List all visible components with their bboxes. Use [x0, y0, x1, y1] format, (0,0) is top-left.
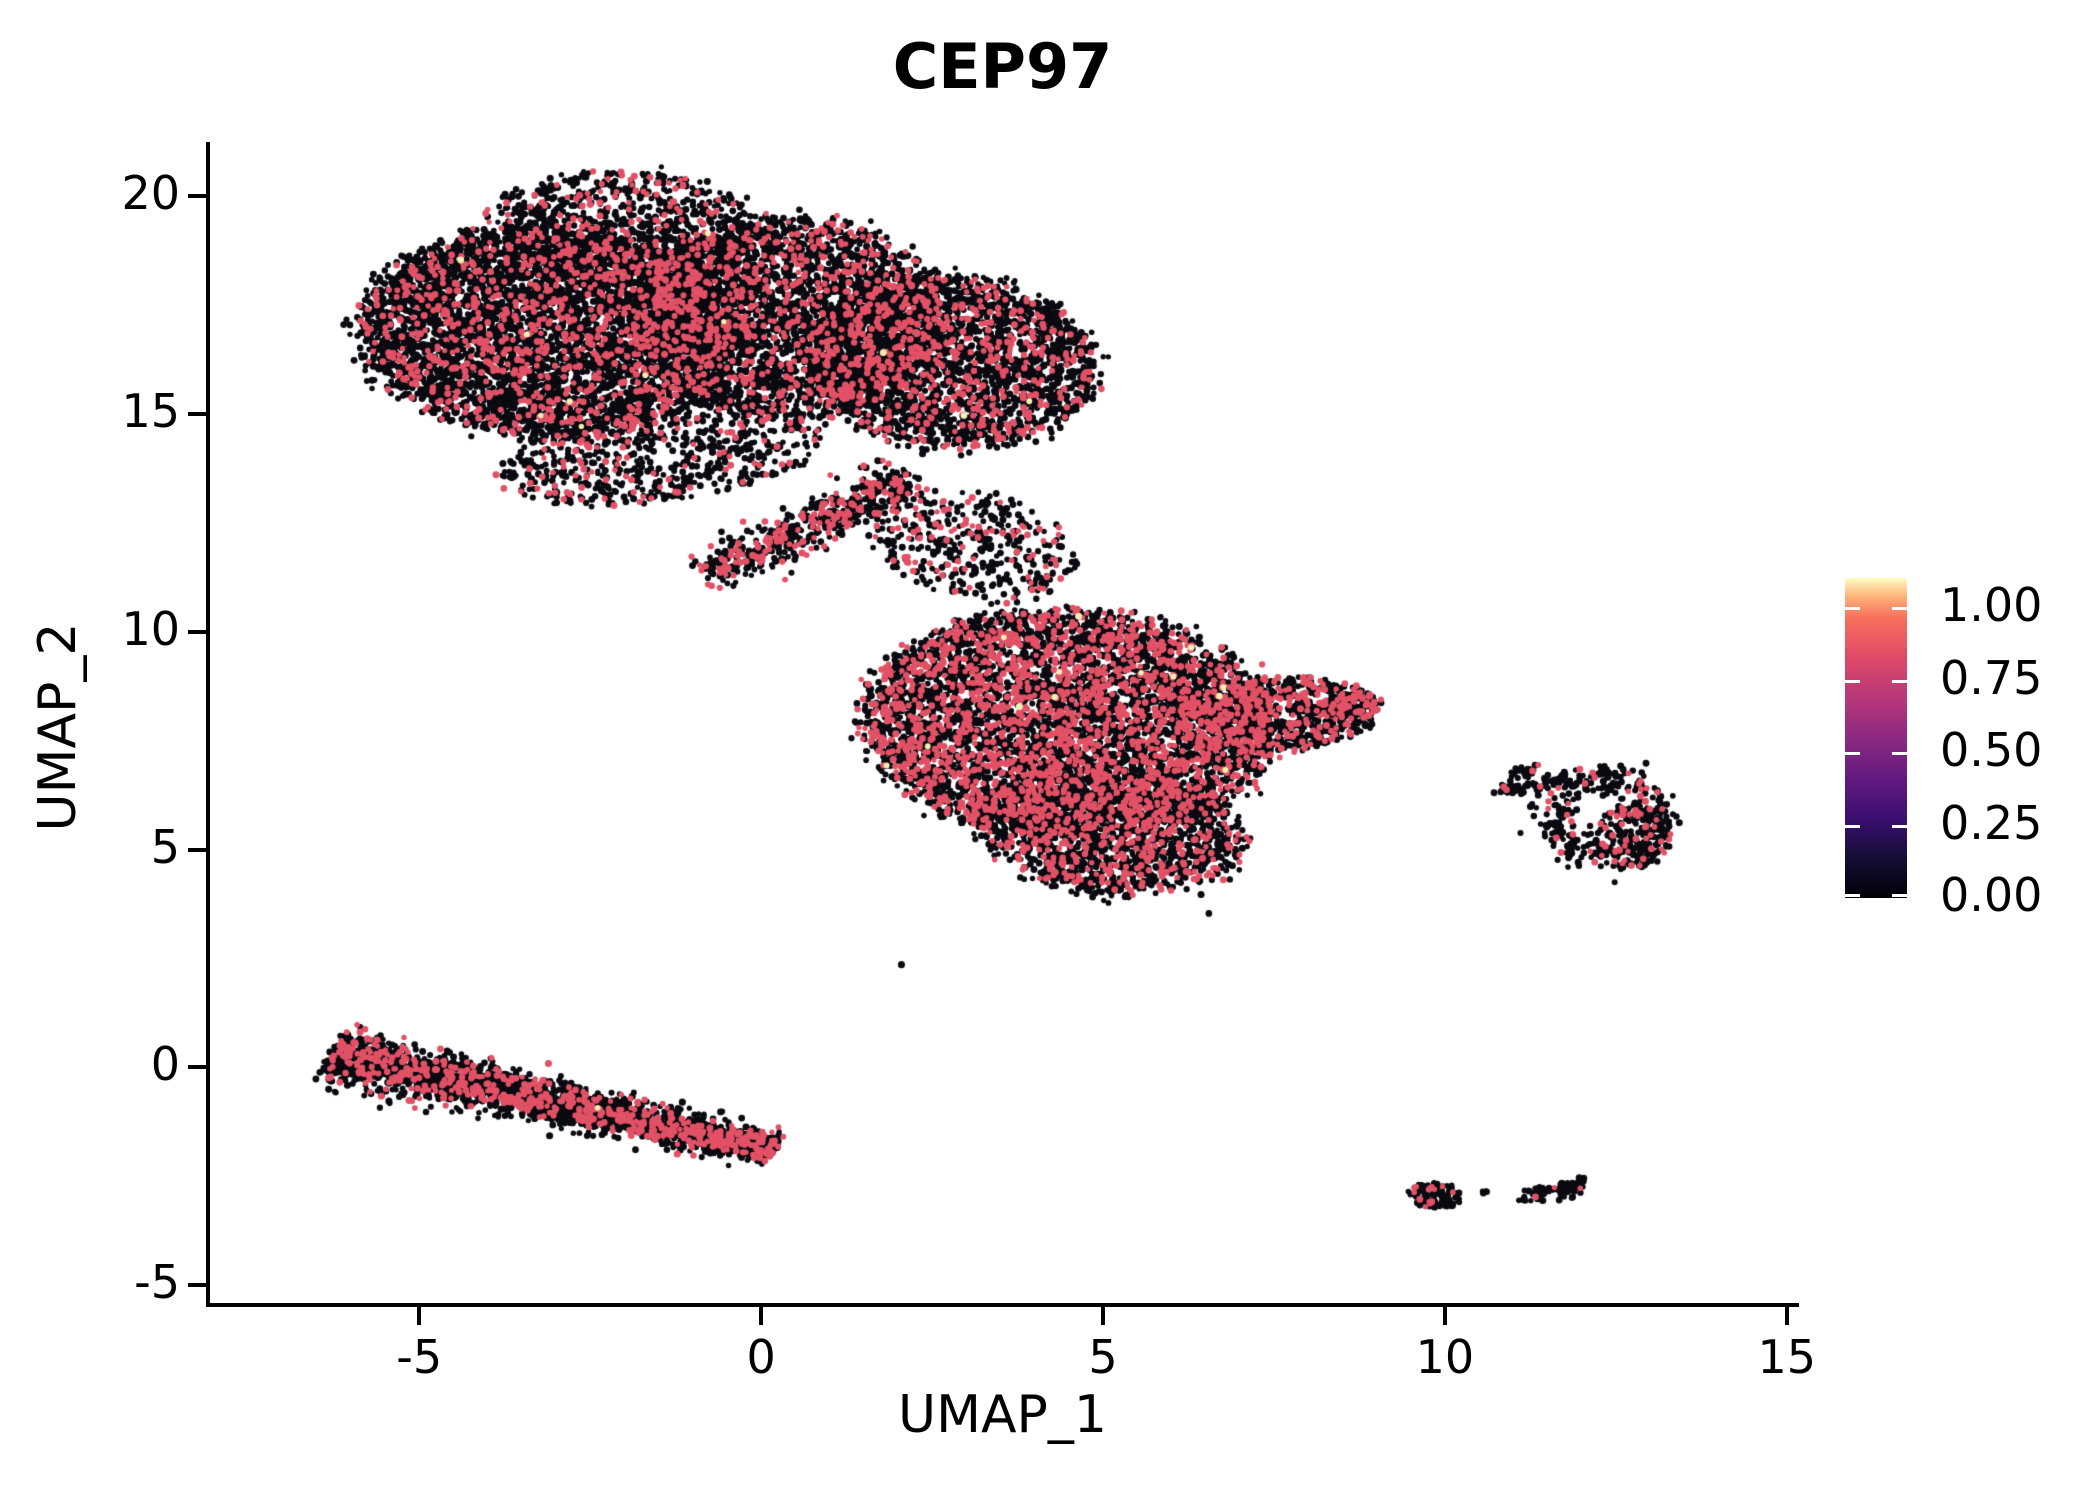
x-tick-mark [1784, 1307, 1789, 1325]
y-tick-label: 20 [121, 166, 180, 221]
x-tick-label: 5 [1088, 1330, 1118, 1384]
y-tick-label: -5 [134, 1254, 180, 1309]
colorbar-tick-mark [1892, 679, 1907, 683]
colorbar-tick-mark [1845, 824, 1860, 828]
x-axis-line [206, 1303, 1799, 1307]
y-axis-line [206, 142, 210, 1307]
y-tick-mark [188, 412, 206, 417]
colorbar-tick-mark [1892, 894, 1907, 897]
colorbar-tick-mark [1892, 607, 1907, 610]
y-tick-mark [188, 847, 206, 852]
chart-title: CEP97 [892, 30, 1113, 103]
colorbar-tick-mark [1845, 679, 1860, 683]
y-tick-mark [188, 1065, 206, 1070]
x-tick-mark [759, 1307, 764, 1325]
colorbar-tick-label: 0.25 [1940, 795, 2043, 850]
colorbar-gradient [1845, 578, 1907, 898]
y-tick-label: 5 [150, 819, 180, 874]
y-tick-label: 15 [121, 384, 180, 439]
colorbar-tick-mark [1892, 752, 1907, 755]
y-tick-mark [188, 1282, 206, 1287]
colorbar-tick-mark [1845, 607, 1860, 610]
x-tick-label: 10 [1415, 1330, 1475, 1384]
colorbar-tick-label: 0.50 [1940, 723, 2043, 777]
colorbar-tick-label: 0.75 [1940, 650, 2043, 705]
y-tick-label: 10 [121, 601, 180, 656]
x-tick-mark [1442, 1307, 1447, 1325]
y-tick-label: 0 [150, 1037, 180, 1092]
colorbar-tick-label: 1.00 [1940, 578, 2043, 632]
x-tick-mark [417, 1307, 422, 1325]
colorbar-tick-mark [1845, 752, 1860, 755]
x-tick-mark [1101, 1307, 1105, 1325]
y-tick-mark [188, 194, 206, 199]
colorbar-tick-mark [1892, 824, 1907, 828]
x-tick-label: 15 [1757, 1330, 1817, 1384]
colorbar-tick-mark [1845, 894, 1860, 897]
y-axis-label: UMAP_2 [28, 622, 88, 832]
x-tick-label: 0 [746, 1330, 776, 1384]
x-tick-label: -5 [396, 1330, 443, 1384]
x-axis-label: UMAP_1 [898, 1385, 1107, 1445]
colorbar-tick-label: 0.00 [1940, 868, 2043, 922]
y-tick-mark [188, 629, 206, 634]
